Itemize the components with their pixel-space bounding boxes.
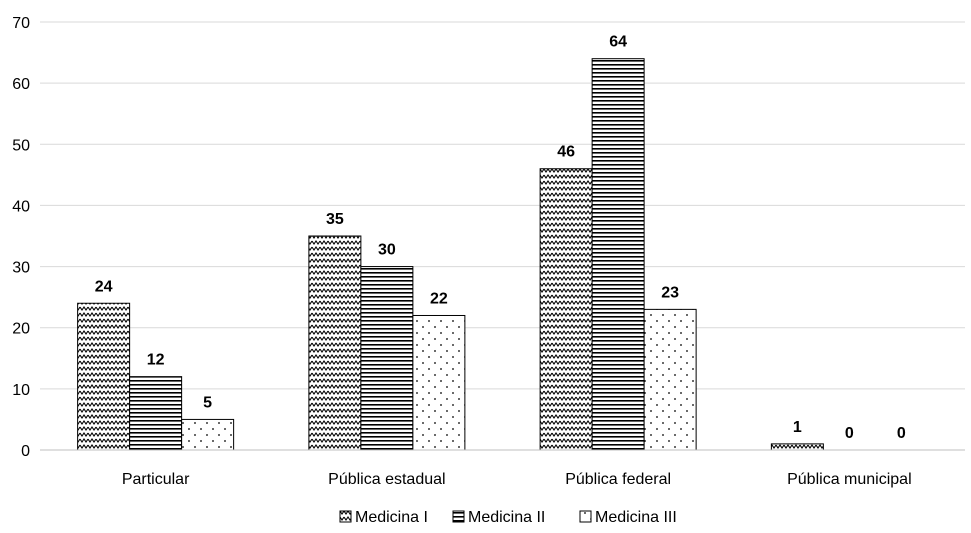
gridlines — [40, 21, 965, 390]
bar — [770, 443, 824, 451]
y-tick-label: 60 — [12, 76, 30, 93]
data-label: 0 — [897, 425, 906, 442]
legend-swatch — [339, 510, 352, 523]
y-tick-label: 20 — [12, 321, 30, 338]
bar — [77, 302, 131, 451]
legend-label: Medicina I — [355, 509, 428, 526]
category-label: Pública estadual — [328, 471, 445, 488]
category-label: Pública federal — [565, 471, 671, 488]
category-labels: Particular Pública estadual Pública federa… — [122, 471, 912, 488]
bar — [181, 418, 235, 451]
legend-swatch — [452, 510, 465, 523]
legend-label: Medicina III — [595, 509, 677, 526]
y-tick-label: 30 — [12, 260, 30, 277]
data-label: 5 — [203, 394, 212, 411]
bar — [591, 58, 645, 451]
data-label: 24 — [95, 278, 113, 295]
y-tick-label: 0 — [21, 443, 30, 460]
category-label: Pública municipal — [787, 471, 912, 488]
data-label: 12 — [147, 352, 165, 369]
bar — [360, 266, 414, 451]
y-tick-label: 10 — [12, 382, 30, 399]
data-label: 0 — [845, 425, 854, 442]
data-labels: 24 12 5 35 30 22 46 64 23 1 0 0 — [95, 34, 906, 442]
data-label: 30 — [378, 242, 396, 259]
data-label: 64 — [609, 34, 627, 51]
data-label: 46 — [557, 144, 575, 161]
bar — [539, 168, 593, 451]
legend-swatch — [579, 510, 592, 523]
bar — [308, 235, 362, 451]
y-tick-label: 50 — [12, 137, 30, 154]
y-tick-label: 70 — [12, 15, 30, 32]
y-tick-label: 40 — [12, 198, 30, 215]
data-label: 1 — [793, 419, 802, 436]
legend-item: Medicina II — [452, 509, 545, 526]
legend-label: Medicina II — [468, 509, 545, 526]
bar — [643, 308, 697, 451]
data-label: 22 — [430, 290, 448, 307]
bars — [77, 58, 824, 451]
bar — [412, 314, 466, 451]
data-label: 35 — [326, 211, 344, 228]
bar — [129, 376, 183, 451]
legend-item: Medicina III — [579, 509, 677, 526]
legend-item: Medicina I — [339, 509, 428, 526]
data-label: 23 — [661, 284, 679, 301]
category-label: Particular — [122, 471, 190, 488]
y-axis-tick-labels: 0 10 20 30 40 50 60 70 — [12, 15, 30, 460]
legend: Medicina I Medicina II Medicina III — [339, 509, 677, 526]
